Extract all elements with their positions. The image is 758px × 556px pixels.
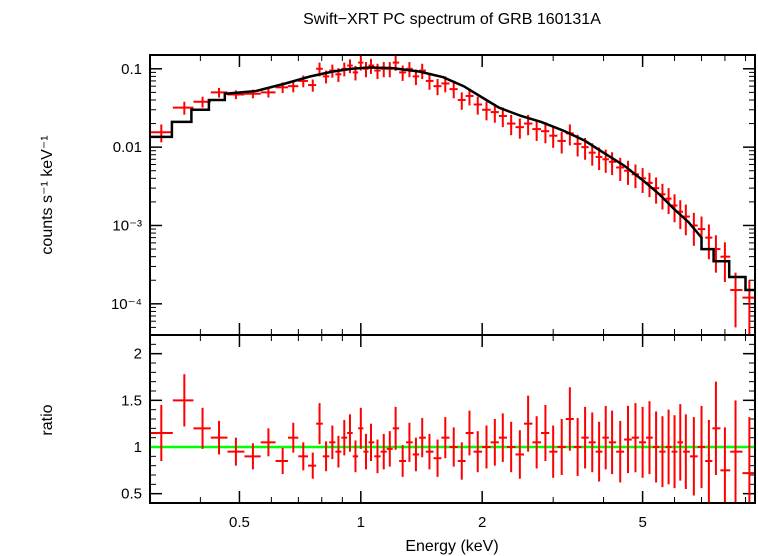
- x-tick-label: 0.5: [229, 514, 250, 531]
- x-tick-label: 1: [357, 514, 365, 531]
- top-y-tick-label: 10⁻⁴: [111, 296, 142, 313]
- top-y-tick-label: 10⁻³: [112, 217, 142, 234]
- model-line: [150, 66, 755, 292]
- ratio-y-tick-label: 2: [134, 346, 142, 363]
- ratio-panel: 0.5 1 2 5 0.5 1 1.5 2: [121, 335, 755, 531]
- ratio-panel-frame: [149, 334, 756, 504]
- top-y-axis-label: counts s⁻¹ keV⁻¹: [39, 135, 56, 254]
- ratio-y-tick-label: 0.5: [121, 486, 142, 503]
- x-tick-label: 2: [478, 514, 486, 531]
- chart-title: Swift−XRT PC spectrum of GRB 160131A: [303, 11, 601, 28]
- x-axis-label: Energy (keV): [405, 538, 498, 555]
- ratio-y-tick-label: 1: [134, 439, 142, 456]
- top-y-tick-label: 0.01: [113, 139, 142, 156]
- ratio-y-tick-label: 1.5: [121, 392, 142, 409]
- top-y-tick-label: 0.1: [121, 61, 142, 78]
- x-tick-label: 5: [638, 514, 646, 531]
- ratio-y-axis-label: ratio: [39, 404, 56, 435]
- top-panel: 0.1 0.01 10⁻³ 10⁻⁴: [111, 55, 755, 336]
